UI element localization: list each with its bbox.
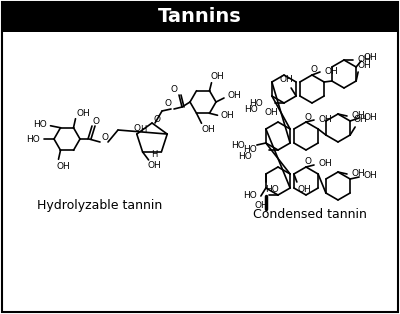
Text: Tannins: Tannins — [158, 8, 242, 26]
Text: O: O — [164, 99, 172, 107]
Text: OH: OH — [363, 112, 377, 122]
Text: OH: OH — [297, 185, 311, 193]
Text: O: O — [304, 158, 312, 166]
Text: OH: OH — [148, 161, 162, 171]
Text: O: O — [133, 123, 140, 133]
Text: OH: OH — [353, 116, 367, 124]
Text: Condensed tannin: Condensed tannin — [253, 208, 367, 220]
Text: OH: OH — [363, 53, 377, 62]
Text: OH: OH — [351, 170, 365, 178]
Text: HO: HO — [243, 145, 257, 154]
Text: HO: HO — [26, 134, 40, 143]
Text: HO: HO — [265, 185, 279, 193]
Text: OH: OH — [357, 56, 371, 64]
Text: OH: OH — [77, 109, 90, 118]
Text: OH: OH — [357, 61, 371, 69]
Text: OH: OH — [57, 162, 70, 171]
Text: HO: HO — [243, 191, 257, 199]
Text: HO: HO — [238, 152, 252, 161]
Text: HO: HO — [33, 120, 46, 129]
Text: OH: OH — [254, 201, 268, 209]
Text: O: O — [310, 66, 318, 74]
Text: O: O — [304, 112, 312, 122]
Text: Hydrolyzable tannin: Hydrolyzable tannin — [37, 199, 163, 213]
Text: H: H — [140, 125, 147, 133]
Text: OH: OH — [202, 125, 215, 134]
Text: O: O — [154, 115, 160, 123]
Text: OH: OH — [221, 111, 234, 120]
Text: OH: OH — [318, 115, 332, 123]
Text: HO: HO — [249, 99, 263, 107]
Text: OH: OH — [264, 108, 278, 117]
Text: OH: OH — [279, 75, 293, 84]
Text: OH: OH — [227, 90, 241, 100]
Text: OH: OH — [351, 111, 365, 121]
Text: O: O — [102, 133, 108, 142]
Text: O: O — [92, 116, 100, 126]
Bar — [2, 2, 398, 32]
Text: O: O — [170, 85, 178, 95]
Text: OH: OH — [318, 160, 332, 169]
Text: H: H — [151, 150, 158, 160]
Text: HO: HO — [231, 140, 245, 149]
Text: HO: HO — [244, 105, 258, 114]
Text: OH: OH — [363, 171, 377, 181]
Text: OH: OH — [211, 72, 224, 81]
Text: OH: OH — [324, 67, 338, 75]
